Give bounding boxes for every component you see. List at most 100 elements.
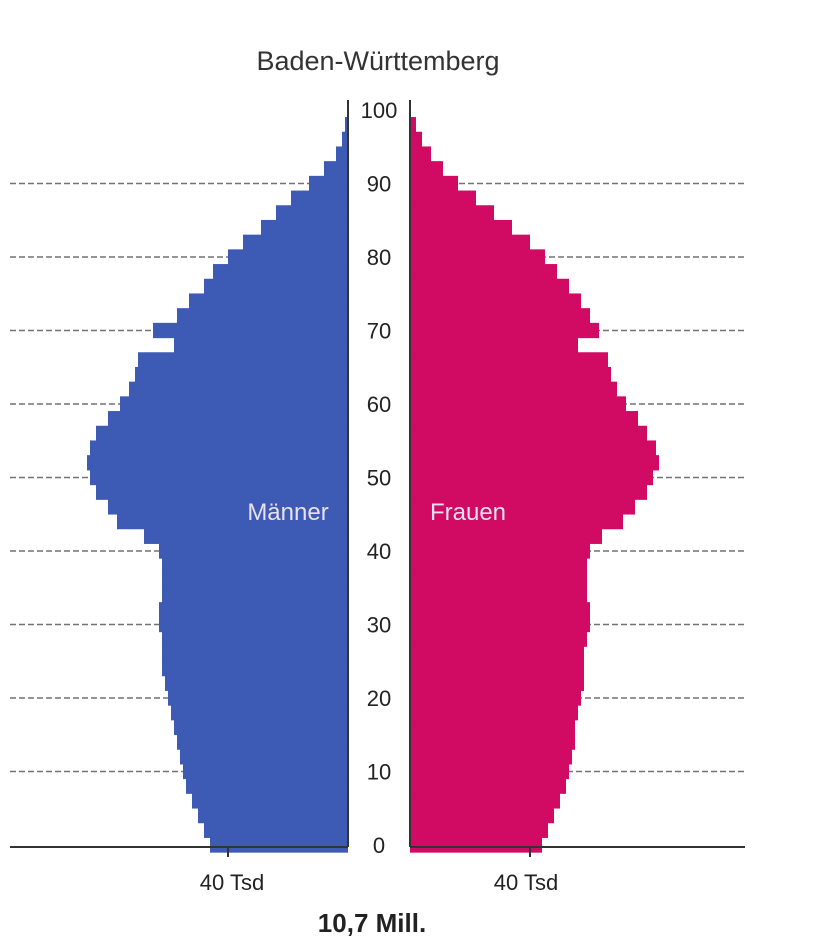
male-bar [108,411,348,427]
y-tick-label: 10 [367,760,391,785]
male-bar [198,807,348,824]
male-bar [159,543,348,559]
male-bar [189,293,348,309]
male-bar [204,278,348,295]
y-tick-label: 70 [367,319,391,344]
female-bar [410,440,656,456]
y-tick-label: 90 [367,172,391,197]
female-bar [410,543,590,559]
female-bar [410,749,572,765]
female-bar [410,793,560,809]
male-bar [117,513,348,530]
male-bar [168,690,348,706]
female-bar [410,499,635,515]
female-bar [410,690,581,706]
female-bar [410,602,590,618]
y-axis-ticks: 0 10 20 30 40 50 60 70 80 90 100 [361,98,398,858]
male-bar [162,558,348,574]
male-bar [135,366,348,383]
male-bar [261,219,348,236]
male-bar [96,484,348,500]
female-bar [410,411,638,427]
female-bar [410,587,587,603]
y-tick-label: 60 [367,392,391,417]
series-label-female: Frauen [430,499,506,526]
female-bar [410,352,608,368]
female-bar [410,366,611,383]
female-bar [410,219,512,236]
female-bar [410,234,530,250]
female-bar [410,484,647,500]
male-bar [309,175,348,192]
male-bar [192,793,348,809]
male-bar [276,205,348,221]
female-bar [410,131,422,148]
female-bar [410,572,587,589]
female-bar [410,807,554,824]
female-bar [410,778,566,794]
male-bar [213,264,348,280]
male-bar [90,469,348,486]
female-bar [410,381,617,397]
female-bar [410,161,443,177]
y-tick-label: 0 [373,833,385,858]
male-bar [162,631,348,647]
y-tick-label: 20 [367,686,391,711]
female-bar [410,705,578,721]
male-bar [159,616,348,633]
female-bar [410,616,590,633]
series-label-male: Männer [247,499,328,526]
female-bar [410,205,494,221]
female-bar [410,469,653,486]
female-bar [410,396,626,412]
male-bar [162,587,348,603]
chart-title: Baden-Württemberg [256,46,499,76]
male-bar [204,822,348,838]
female-bar [410,175,458,192]
male-bar [120,396,348,412]
female-bar [410,293,581,309]
female-bar [410,308,590,324]
female-series [410,117,659,853]
male-bar [186,778,348,794]
y-tick-label: 100 [361,98,398,123]
female-bar [410,763,569,780]
total-population-label: 10,7 Mill. [318,908,426,938]
male-bar [138,352,348,368]
female-bar [410,146,431,162]
male-bar [177,734,348,750]
female-bar [410,646,584,662]
male-bar [162,646,348,662]
male-bar [183,763,348,780]
male-bar [174,719,348,736]
female-bar [410,322,599,339]
male-series [87,117,348,853]
axes [10,100,745,857]
male-bar [243,234,348,250]
female-bar [410,631,587,647]
male-bar [210,837,348,853]
female-bar [410,675,584,691]
x-tick-label-right: 40 Tsd [494,870,558,895]
male-bar [324,161,348,177]
male-bar [153,322,348,339]
y-tick-label: 30 [367,613,391,638]
male-bar [96,425,348,442]
male-bar [291,190,348,206]
female-bar [410,513,623,530]
female-bar [410,734,575,750]
male-bar [177,308,348,324]
male-bar [162,572,348,589]
male-bar [87,455,348,471]
male-bar [345,117,348,133]
male-bar [90,440,348,456]
female-bar [410,822,548,838]
y-tick-label: 40 [367,539,391,564]
y-tick-label: 80 [367,245,391,270]
female-bar [410,249,545,265]
male-bar [159,602,348,618]
male-bar [165,675,348,691]
female-bar [410,264,557,280]
male-bar [108,499,348,515]
